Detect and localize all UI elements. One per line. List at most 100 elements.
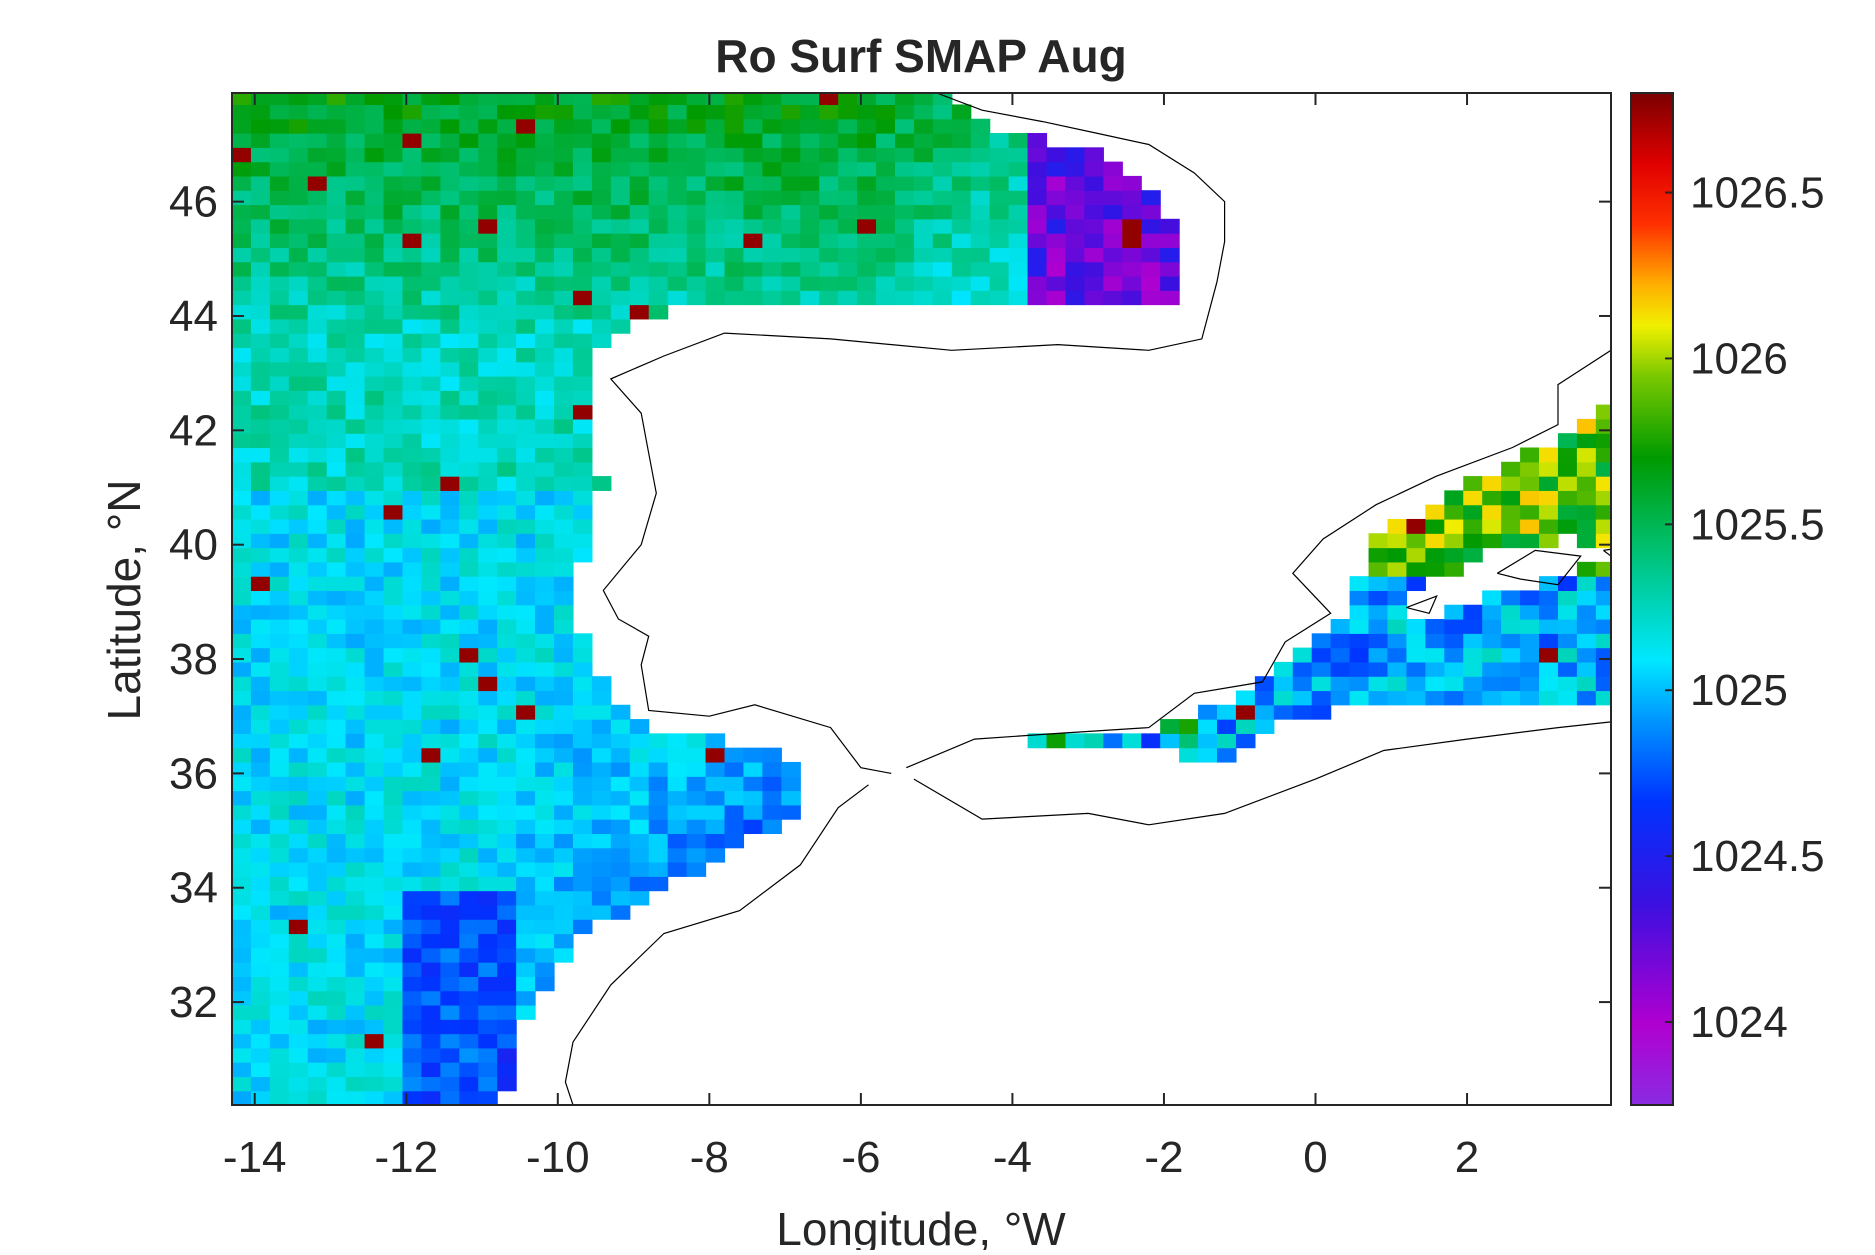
heatmap-cell [1557,433,1578,449]
heatmap-cell [459,919,479,935]
heatmap-cell [516,833,536,849]
heatmap-cell [421,204,441,220]
heatmap-cell [421,976,441,992]
heatmap-cell [989,147,1010,163]
heatmap-cell [345,1090,366,1105]
heatmap-cell [269,947,290,963]
heatmap-cell [497,576,517,592]
heatmap-cell [591,719,612,734]
heatmap-cell [497,133,517,148]
heatmap-cell [743,175,763,191]
heatmap-cell [1160,290,1180,306]
heatmap-cell [345,776,366,792]
heatmap-cell [554,518,574,534]
heatmap-cell [894,133,915,148]
heatmap-cell [705,118,726,134]
heatmap-cell [554,604,574,620]
heatmap-cell [516,93,536,106]
heatmap-cell [288,361,309,377]
heatmap-cell [686,190,707,206]
heatmap-cell [1160,275,1180,291]
heatmap-cell [345,704,366,720]
heatmap-cell [307,604,328,620]
heatmap-cell [1387,533,1408,549]
heatmap-cell [743,147,763,163]
heatmap-cell [1482,676,1502,692]
heatmap-cell [269,390,290,406]
heatmap-cell [364,204,385,220]
heatmap-cell [232,247,252,263]
heatmap-cell [383,133,404,148]
heatmap-cell [1008,147,1029,163]
heatmap-cell [232,118,252,134]
heatmap-cell [364,347,385,363]
heatmap-cell [345,1076,366,1092]
heatmap-cell [383,233,404,248]
heatmap-cell [876,104,896,120]
heatmap-cell [459,290,479,306]
heatmap-cell [1065,247,1085,263]
heatmap-cell [459,833,479,849]
heatmap-cell [288,947,309,963]
heatmap-cell [800,261,820,277]
heatmap-cell [250,790,271,806]
heatmap-cell [478,261,498,277]
heatmap-cell [364,304,385,320]
heatmap-cell [1595,576,1611,592]
heatmap-cell [326,261,347,277]
heatmap-cell [686,247,707,263]
heatmap-cell [326,504,347,520]
heatmap-cell [535,847,555,863]
heatmap-cell [838,218,858,234]
heatmap-cell [989,247,1010,263]
heatmap-cell [459,147,479,163]
heatmap-cell [572,418,593,434]
heatmap-cell [232,561,252,577]
heatmap-cell [497,461,517,477]
heatmap-cell [497,904,517,920]
heatmap-cell [364,93,385,106]
heatmap-cell [383,247,404,263]
heatmap-cell [440,318,460,334]
heatmap-cell [421,919,441,935]
heatmap-cell [288,190,309,206]
heatmap-cell [232,919,252,935]
heatmap-cell [572,661,593,677]
heatmap-cell [440,1047,460,1063]
heatmap-cell [440,976,460,992]
heatmap-cell [383,518,404,534]
heatmap-cell [724,833,745,849]
heatmap-cell [478,890,498,906]
heatmap-cell [402,690,423,706]
heatmap-cell [819,275,839,291]
heatmap-cell [288,633,309,649]
heatmap-cell [913,290,934,306]
heatmap-cell [705,290,726,306]
heatmap-cell [269,1033,290,1049]
colorbar-tick-label: 1026.5 [1690,169,1825,218]
heatmap-cell [288,576,309,592]
heatmap-cell [421,304,441,320]
heatmap-cell [421,676,441,692]
heatmap-cell [326,333,347,349]
coastline-segment [1603,548,1611,557]
heatmap-cell [269,104,290,120]
heatmap-cell [326,690,347,706]
heatmap-cell [478,619,498,634]
heatmap-cell [705,247,726,263]
heatmap-cell [516,933,536,949]
heatmap-cell [876,118,896,134]
heatmap-cell [648,175,669,191]
heatmap-cell [307,118,328,134]
heatmap-cell [269,418,290,434]
heatmap-cell [554,175,574,191]
heatmap-cell [535,361,555,377]
heatmap-cell [819,147,839,163]
heatmap-cell [1557,633,1578,649]
heatmap-cell [1217,733,1237,749]
heatmap-cell [288,876,309,892]
heatmap-cell [516,218,536,234]
heatmap-cell [383,661,404,677]
heatmap-cell [307,418,328,434]
heatmap-cell [307,275,328,291]
